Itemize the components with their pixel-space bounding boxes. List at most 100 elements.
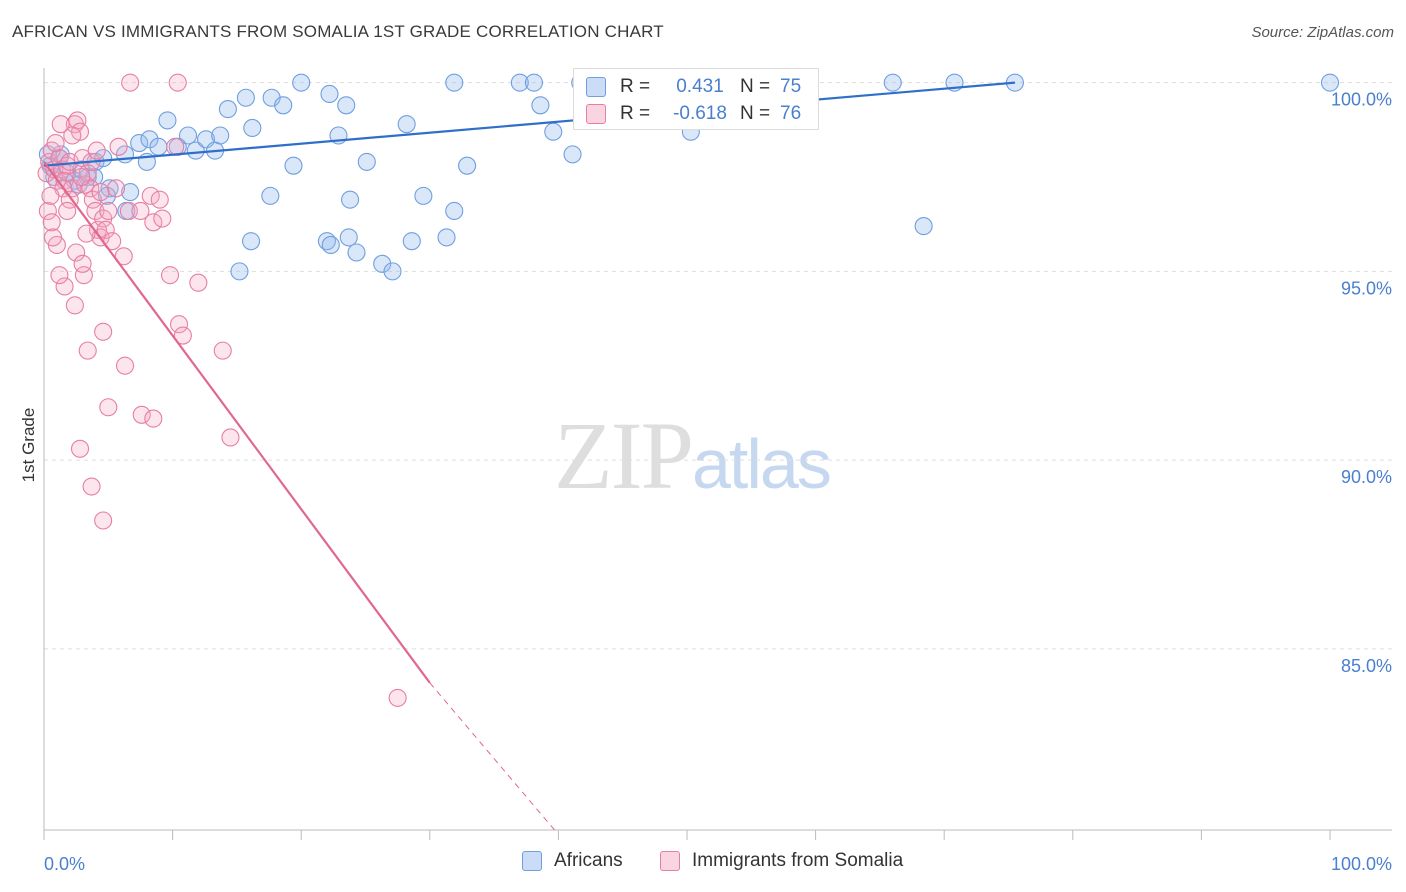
- somalia-point: [144, 409, 163, 428]
- trend-layer: [43, 81, 1016, 831]
- somalia-point: [168, 73, 187, 92]
- y-axis-title: 1st Grade: [19, 408, 38, 483]
- africans-point: [320, 84, 339, 104]
- africans-point: [402, 232, 421, 251]
- chart-title: AFRICAN VS IMMIGRANTS FROM SOMALIA 1ST G…: [12, 22, 664, 41]
- legend-swatch-somalia: [660, 851, 680, 871]
- somalia-point: [109, 137, 128, 156]
- somalia-point: [87, 141, 106, 160]
- africans-point: [914, 217, 933, 236]
- y-tick-label: 95.0%: [1341, 278, 1392, 298]
- africans-point: [236, 88, 255, 107]
- somalia-point: [50, 149, 69, 168]
- africans-point: [243, 118, 262, 137]
- correlation-stats-box: R = 0.431 N = 75 R = -0.618 N = 76: [573, 68, 819, 130]
- stats-row-africans: R = 0.431 N = 75: [574, 73, 801, 101]
- stats-row-somalia: R = -0.618 N = 76: [574, 100, 801, 128]
- somalia-point: [166, 137, 185, 156]
- somalia-point: [144, 213, 163, 232]
- somalia-point: [51, 115, 70, 134]
- label-layer: 100.0% 95.0% 90.0% 85.0% 0.0% 100.0% 1st Grade: [19, 90, 1392, 874]
- somalia-point: [38, 201, 57, 221]
- africans-point: [292, 73, 311, 92]
- watermark: ZIPatlas: [554, 400, 832, 511]
- watermark-atlas: atlas: [692, 425, 832, 503]
- somalia-point: [96, 220, 115, 239]
- africans-point: [383, 262, 402, 281]
- somalia-point: [72, 167, 91, 187]
- africans-point: [140, 130, 159, 149]
- africans-r-label: R =: [620, 76, 651, 97]
- somalia-point: [83, 190, 102, 209]
- africans-point: [524, 73, 544, 92]
- somalia-point: [213, 341, 232, 360]
- x-tick-label: 0.0%: [44, 854, 85, 874]
- somalia-point: [94, 322, 113, 341]
- somalia-point: [43, 228, 63, 247]
- somalia-point: [221, 428, 240, 447]
- legend-swatch-africans: [522, 851, 542, 871]
- somalia-point: [86, 201, 105, 221]
- africans-r-value: 0.431: [676, 76, 724, 97]
- africans-point: [149, 137, 168, 156]
- legend-item-somalia[interactable]: Immigrants from Somalia: [660, 850, 903, 872]
- africans-point: [883, 73, 902, 92]
- africans-point: [445, 73, 464, 92]
- grid-layer: [44, 82, 1392, 650]
- africans-point: [121, 183, 140, 202]
- africans-point: [397, 115, 416, 134]
- somalia-point: [50, 266, 69, 285]
- africans-point: [230, 262, 249, 281]
- africans-point: [261, 186, 280, 205]
- somalia-point: [173, 326, 192, 345]
- africans-point: [437, 228, 456, 247]
- somalia-point: [55, 277, 74, 296]
- somalia-point: [78, 341, 97, 360]
- africans-point: [274, 96, 293, 115]
- somalia-point: [131, 201, 150, 221]
- somalia-n-value: 76: [780, 103, 802, 124]
- africans-point: [284, 156, 303, 175]
- africans-point: [186, 141, 205, 160]
- africans-point: [563, 145, 582, 164]
- y-tick-label: 100.0%: [1331, 90, 1392, 110]
- somalia-trendline: [43, 161, 431, 684]
- somalia-point: [63, 126, 82, 145]
- legend-item-africans[interactable]: Africans: [522, 850, 623, 872]
- africans-swatch: [586, 77, 606, 97]
- somalia-point: [58, 201, 77, 221]
- africans-point: [241, 232, 261, 251]
- somalia-swatch: [586, 104, 606, 124]
- africans-trendline: [43, 81, 1016, 167]
- africans-point: [373, 254, 392, 273]
- watermark-zip: ZIP: [554, 402, 694, 509]
- somalia-point: [65, 296, 84, 315]
- somalia-point: [106, 179, 126, 198]
- somalia-r-value: -0.618: [673, 103, 727, 124]
- somalia-point: [73, 254, 92, 273]
- africans-point: [357, 152, 376, 171]
- africans-point: [178, 126, 198, 145]
- legend: Africans Immigrants from Somalia: [0, 850, 1406, 880]
- somalia-point: [169, 315, 189, 334]
- points-layer: [37, 73, 1340, 707]
- somalia-point: [153, 209, 172, 228]
- africans-point: [211, 126, 230, 145]
- somalia-point: [99, 201, 118, 221]
- africans-point: [414, 186, 433, 205]
- somalia-point: [160, 266, 180, 285]
- somalia-point: [77, 224, 96, 243]
- somalia-point: [91, 183, 110, 202]
- somalia-point: [141, 186, 160, 205]
- africans-n-label: N =: [740, 76, 771, 97]
- africans-point: [339, 228, 358, 247]
- africans-point: [341, 190, 360, 209]
- somalia-point: [121, 73, 140, 92]
- africans-point: [544, 122, 563, 141]
- somalia-trendline-extension: [429, 682, 555, 831]
- africans-point: [531, 96, 550, 115]
- somalia-point: [42, 213, 61, 232]
- somalia-point: [41, 186, 60, 205]
- somalia-n-label: N =: [740, 103, 771, 124]
